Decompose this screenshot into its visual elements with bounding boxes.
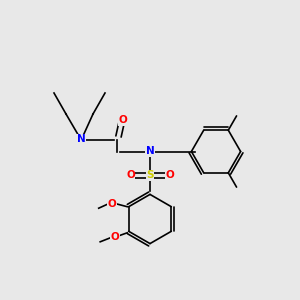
Text: N: N (76, 134, 85, 145)
Text: O: O (118, 115, 127, 125)
Text: O: O (111, 232, 120, 242)
Text: N: N (146, 146, 154, 157)
Text: O: O (108, 199, 117, 209)
Text: S: S (146, 170, 154, 181)
Text: O: O (165, 170, 174, 181)
Text: O: O (126, 170, 135, 181)
